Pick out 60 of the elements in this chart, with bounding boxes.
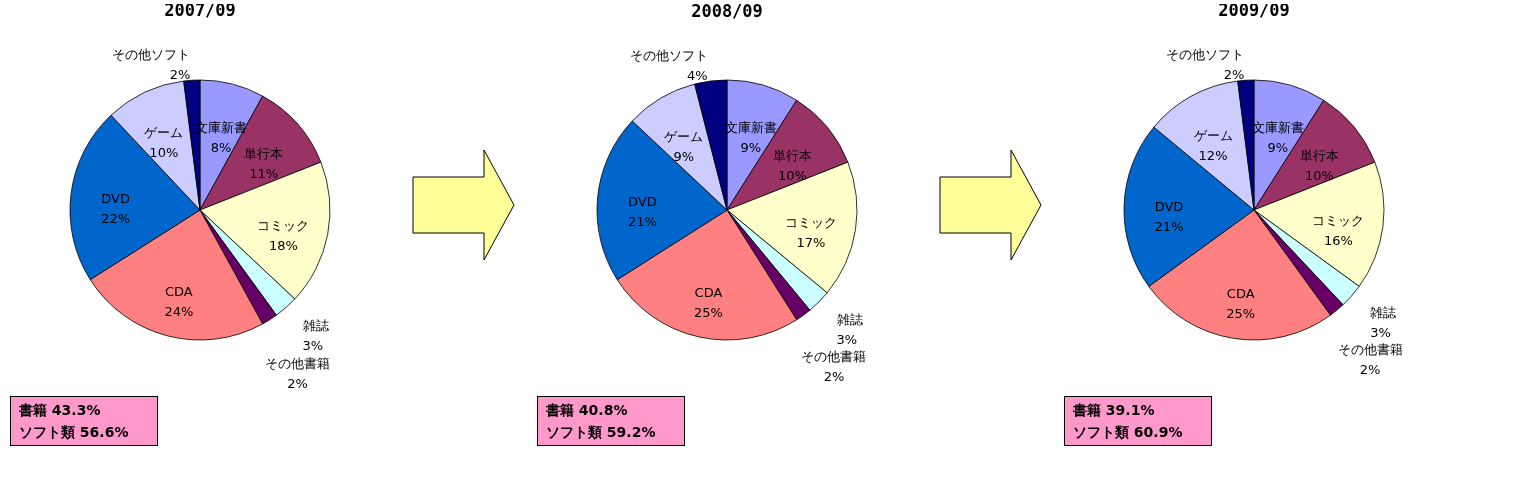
text: 書籍 40.8% (546, 401, 629, 420)
slice-label: DVD (628, 194, 657, 209)
data-label: 2% (1359, 362, 1381, 378)
chart-title: 2009/09 (1218, 0, 1290, 21)
data-label: 25% (694, 304, 723, 320)
data-label: 8% (210, 139, 232, 155)
data-label: 3% (836, 331, 858, 347)
slice-label: 単行本 (772, 147, 812, 163)
slice-label: その他ソフト (629, 48, 708, 64)
slice-label: その他書籍 (801, 349, 867, 365)
data-label: 2% (287, 375, 308, 391)
data-label: 10% (778, 167, 807, 183)
slice-label: 単行本 (244, 145, 284, 161)
slice-label: 雑誌 (1370, 304, 1397, 320)
data-label: 25% (1226, 305, 1256, 321)
text: 書籍 43.3% (19, 401, 102, 420)
data-label: 2% (169, 67, 191, 83)
data-label: 2% (823, 369, 845, 385)
data-label: 11% (249, 165, 279, 181)
chart-title: 2007/09 (164, 0, 236, 21)
slice-label: その他ソフト (1166, 47, 1245, 63)
data-label: 21% (627, 214, 657, 229)
chart-title: 2008/09 (691, 1, 763, 22)
slice-label: コミック (1312, 212, 1365, 228)
slice-label: 単行本 (1299, 147, 1339, 163)
slice-label: CDA (694, 284, 723, 300)
data-label: 10% (1305, 167, 1334, 183)
data-label: 9% (673, 148, 695, 164)
data-label: 3% (302, 338, 324, 354)
slice-label: 雑誌 (302, 318, 329, 334)
text: ソフト類 56.6% (19, 423, 130, 442)
data-label: 21% (1154, 219, 1184, 235)
slice-label: 雑誌 (836, 311, 863, 327)
data-label: 3% (1370, 324, 1391, 340)
slice-label: CDA (164, 284, 193, 300)
slice-label: DVD (101, 191, 131, 207)
slice-label: ゲーム (144, 125, 184, 141)
data-label: 16% (1323, 232, 1353, 248)
slice-label: その他書籍 (265, 355, 331, 371)
slice-label: DVD (1154, 199, 1184, 215)
text: 書籍 39.1% (1073, 401, 1156, 420)
text: ソフト類 60.9% (1073, 423, 1184, 442)
data-label: 9% (740, 140, 762, 156)
data-label: 22% (101, 211, 131, 227)
data-label: 24% (164, 304, 194, 320)
data-label: 17% (796, 235, 826, 251)
slice-label: コミック (257, 217, 310, 233)
data-label: 2% (1223, 67, 1245, 83)
data-label: 10% (149, 145, 179, 161)
slice-label: ゲーム (664, 128, 704, 144)
slice-label: ゲーム (1193, 127, 1233, 143)
slice-label: コミック (784, 215, 837, 231)
data-label: 4% (686, 68, 708, 84)
data-label: 18% (269, 237, 298, 253)
data-label: 9% (1267, 140, 1289, 156)
text: ソフト類 59.2% (546, 423, 657, 442)
data-label: 12% (1198, 147, 1228, 163)
slice-label: CDA (1226, 285, 1255, 301)
slice-label: その他書籍 (1337, 342, 1403, 358)
slice-label: その他ソフト (112, 47, 191, 63)
